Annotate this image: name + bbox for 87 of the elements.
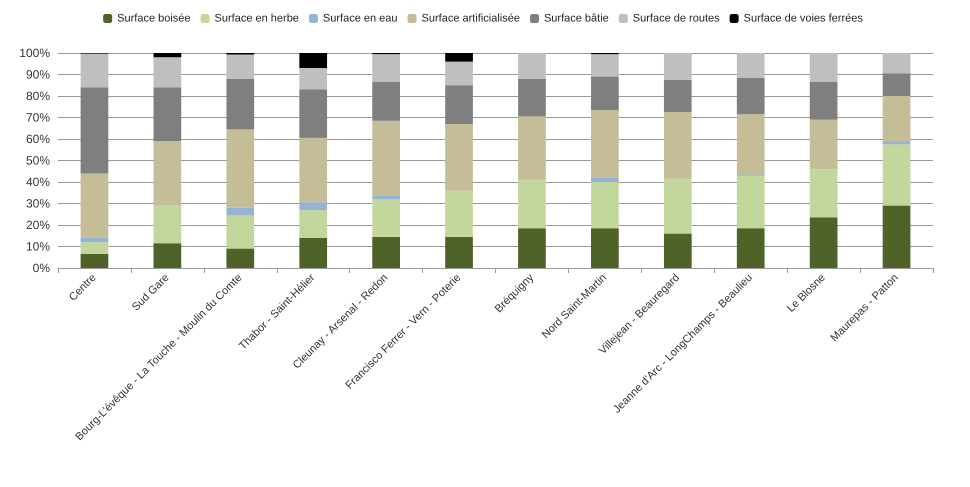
bar [80, 173, 108, 238]
bar [154, 206, 182, 244]
bar [664, 234, 692, 268]
legend-label: Surface de voies ferrées [744, 12, 864, 24]
legend-label: Surface artificialisée [422, 12, 520, 24]
bar [736, 78, 765, 114]
bar [736, 114, 765, 174]
bar [80, 54, 108, 88]
bar [80, 87, 108, 174]
y-tick-label: 100% [19, 46, 50, 60]
legend-label: Surface en herbe [214, 12, 299, 24]
bar [591, 110, 619, 178]
bar [372, 196, 400, 200]
bar [445, 236, 473, 268]
bar [736, 228, 765, 268]
bar [664, 80, 692, 112]
bar [154, 87, 182, 142]
bar [810, 82, 838, 120]
bar [226, 215, 254, 249]
legend-label: Surface bâtie [544, 12, 609, 24]
bar [226, 78, 254, 130]
bar [518, 116, 546, 180]
bar [882, 96, 910, 142]
bar [445, 62, 473, 86]
bar [299, 90, 328, 138]
bar [299, 210, 328, 238]
bar [882, 144, 910, 206]
bar [372, 120, 400, 196]
bar [445, 53, 473, 62]
bar [226, 248, 254, 268]
y-tick-label: 30% [26, 196, 50, 210]
bar [80, 254, 108, 268]
bar [882, 141, 910, 144]
bar [372, 199, 400, 237]
bar [736, 53, 765, 78]
bar [518, 78, 546, 116]
bar [591, 182, 619, 228]
y-tick-label: 90% [26, 68, 50, 82]
y-tick-label: 50% [26, 154, 50, 168]
bar [518, 53, 546, 79]
bar [591, 76, 619, 110]
bar [372, 82, 400, 121]
bar [154, 243, 182, 268]
bar [299, 202, 328, 210]
bar [445, 190, 473, 237]
bar [810, 169, 838, 218]
bar [226, 208, 254, 216]
bar [80, 238, 108, 242]
bar [226, 54, 254, 79]
bar [664, 112, 692, 179]
bar [154, 141, 182, 206]
bar [664, 178, 692, 234]
bar [518, 228, 546, 268]
bar [664, 53, 692, 80]
y-tick-label: 60% [26, 132, 50, 146]
bar [80, 242, 108, 254]
bar [372, 54, 400, 82]
bar [518, 180, 546, 228]
bar [736, 176, 765, 228]
bar [810, 53, 838, 82]
bar [445, 124, 473, 191]
bar [591, 178, 619, 182]
y-tick-label: 40% [26, 175, 50, 189]
bar [882, 73, 910, 96]
bar [882, 53, 910, 74]
y-tick-label: 80% [26, 89, 50, 103]
bar [882, 206, 910, 268]
bar [154, 53, 182, 58]
legend-label: Surface boisée [117, 12, 191, 24]
y-tick-label: 70% [26, 110, 50, 124]
y-tick-label: 10% [26, 240, 50, 254]
bar [810, 120, 838, 170]
bar [591, 54, 619, 77]
bar [372, 236, 400, 268]
bar [591, 228, 619, 268]
bar [154, 57, 182, 88]
bar [445, 85, 473, 124]
bar [810, 217, 838, 268]
bar [299, 68, 328, 90]
y-tick-label: 0% [32, 261, 50, 275]
legend-label: Surface de routes [632, 12, 720, 24]
bar [299, 53, 328, 68]
bar [299, 238, 328, 268]
legend-label: Surface en eau [322, 12, 398, 24]
bar [299, 138, 328, 202]
bar [226, 129, 254, 208]
y-tick-label: 20% [26, 218, 50, 232]
